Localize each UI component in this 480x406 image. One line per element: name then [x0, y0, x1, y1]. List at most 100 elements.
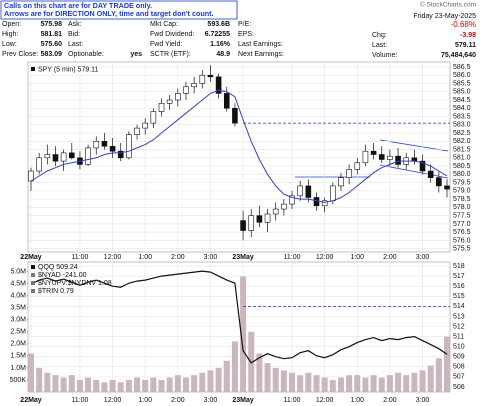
volume-bar: [101, 382, 108, 392]
x-tick-label: 1:00: [350, 397, 364, 404]
candle-body: [60, 152, 67, 162]
volume-tick-label: 4.0M: [10, 293, 26, 300]
volume-bar: [419, 370, 426, 392]
candle-body: [191, 83, 197, 88]
candle-body: [272, 208, 279, 215]
y-tick-label: 586.0: [453, 72, 471, 79]
lower-panel: [27, 261, 451, 393]
y-tick-label: 511: [453, 333, 464, 340]
candle-body: [387, 155, 393, 160]
candle-body: [126, 134, 132, 159]
candle-body: [134, 127, 140, 135]
volume-bar: [378, 377, 385, 392]
candle-body: [101, 141, 108, 147]
candle-body: [52, 154, 59, 162]
y-tick-label: 512: [453, 323, 465, 330]
candle-body: [223, 93, 230, 109]
y-tick-label: 514: [453, 303, 465, 310]
volume-bar: [134, 377, 141, 392]
y-tick-label: 507: [453, 374, 465, 381]
volume-tick-label: 500K: [10, 377, 27, 384]
y-tick-label: 583.5: [453, 113, 471, 120]
volume-bar: [337, 377, 344, 392]
field-value: yes: [130, 51, 142, 58]
volume-bar: [223, 360, 230, 392]
y-tick-label: 582.5: [453, 130, 471, 137]
candle-body: [240, 220, 246, 231]
y-tick-label: 509: [453, 354, 465, 361]
y-tick-label: 581.5: [453, 146, 471, 153]
volume-bar: [117, 382, 124, 392]
y-tick-label: 584.0: [453, 105, 471, 112]
candle-body: [248, 215, 255, 231]
x-tick-label: 22May: [20, 254, 42, 261]
y-tick-label: 580.5: [453, 163, 471, 170]
x-tick-label: 11:00: [71, 254, 88, 261]
y-tick-label: 579.0: [453, 188, 471, 195]
volume-bar: [272, 367, 279, 392]
notice-box: [0, 0, 238, 20]
volume-bar: [142, 379, 149, 392]
volume-bar: [85, 377, 92, 392]
field-label: Volume:: [372, 52, 397, 59]
volume-bar: [435, 358, 442, 392]
y-tick-label: 575.5: [453, 246, 471, 253]
candle-body: [289, 195, 295, 205]
y-tick-label: 584.5: [453, 97, 471, 104]
volume-bar: [174, 375, 181, 392]
volume-tick-label: 1.5M: [10, 353, 26, 360]
field-value: 593.6B: [207, 21, 230, 28]
y-tick-label: 518: [453, 263, 465, 270]
candle-body: [93, 141, 100, 149]
x-tick-label: 3:00: [204, 397, 218, 404]
candle-body: [215, 76, 222, 94]
volume-bar: [158, 379, 165, 392]
field-value: 575.60: [41, 41, 63, 48]
y-tick-label: 517: [453, 273, 465, 280]
candle-body: [68, 152, 75, 159]
candle-body: [370, 150, 377, 155]
trend-line: [379, 139, 449, 152]
volume-bar: [207, 370, 214, 392]
candle-body: [264, 213, 271, 223]
candle-body: [85, 147, 91, 165]
volume-bar: [109, 379, 116, 392]
price-panel: [27, 61, 451, 253]
pct-change: -0.68%: [451, 20, 476, 29]
volume-bar: [362, 377, 369, 392]
legend: SPY (5 min) 579.11: [38, 66, 99, 73]
y-tick-label: 577.0: [453, 221, 471, 228]
y-tick-label: 576.5: [453, 229, 471, 236]
volume-bar: [93, 379, 100, 392]
field-value: 48.9: [216, 51, 230, 58]
volume-tick-label: 2.0M: [10, 341, 26, 348]
field-label: Next Earnings:: [238, 51, 284, 58]
x-tick-label: 12:00: [316, 397, 334, 404]
field-label: Last Earnings:: [238, 41, 283, 48]
volume-tick-label: 5.0M: [10, 268, 26, 275]
copyright: © StockCharts.com: [420, 1, 476, 9]
x-tick-label: 2:00: [171, 254, 185, 261]
field-value: 575.98: [41, 21, 63, 28]
legend-swatch: [31, 289, 35, 293]
candle-body: [150, 111, 157, 124]
field-value: 579.11: [455, 42, 476, 49]
volume-bar: [313, 375, 320, 392]
volume-bar: [264, 363, 271, 392]
volume-bar: [411, 372, 418, 392]
volume-tick-label: 2.5M: [10, 329, 26, 336]
notice-line: Calls on this chart are for DAY TRADE on…: [4, 1, 152, 10]
volume-bar: [321, 377, 328, 392]
candle-body: [109, 145, 116, 152]
volume-tick-label: 1.0M: [10, 365, 26, 372]
candle-body: [281, 203, 287, 210]
legend: $NYUPV:$NYDNV 1.08: [38, 280, 112, 287]
candle-body: [427, 170, 434, 178]
x-tick-label: 23May: [232, 397, 254, 404]
x-tick-label: 11:00: [284, 254, 301, 261]
field-label: P/E:: [238, 21, 251, 28]
candle-body: [395, 155, 401, 165]
volume-bar: [370, 375, 377, 392]
volume-bar: [329, 379, 336, 392]
